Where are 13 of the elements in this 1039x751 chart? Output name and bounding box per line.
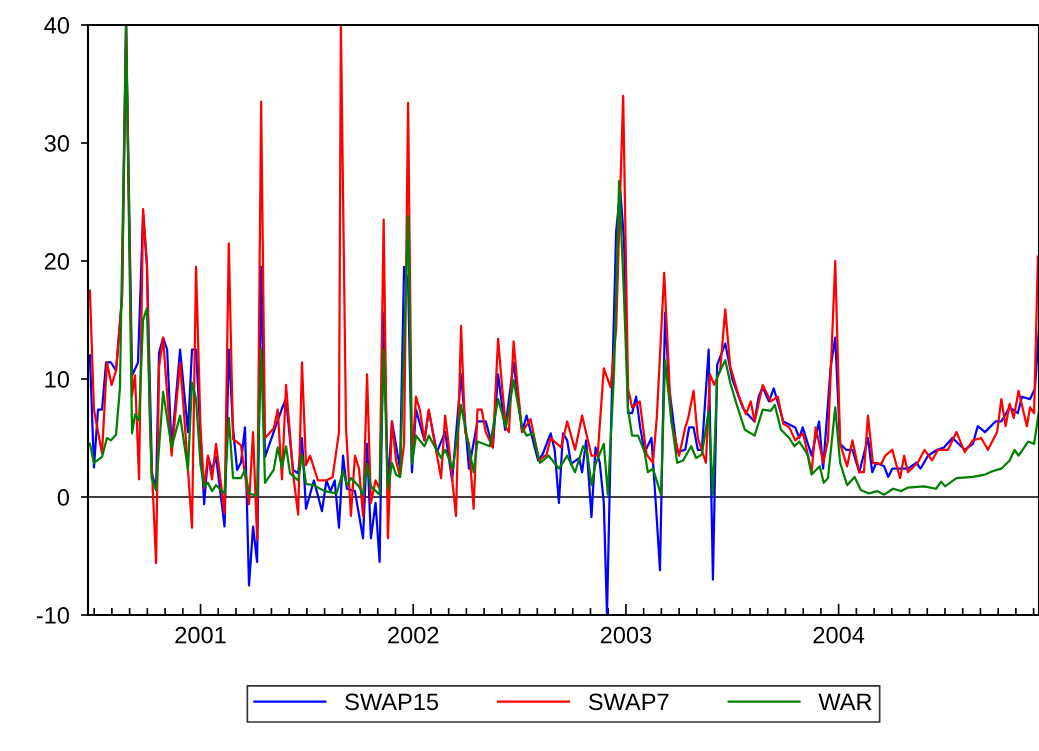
y-tick-label: -10 [36, 607, 70, 624]
legend-label: WAR [818, 693, 872, 710]
x-tick-label: 2003 [600, 626, 652, 644]
legend-label: SWAP7 [588, 693, 669, 711]
x-tick-label: 2001 [175, 626, 226, 644]
y-tick-label: 20 [44, 253, 70, 270]
y-tick-label: 40 [44, 17, 70, 34]
x-tick-label: 2002 [388, 626, 439, 644]
y-tick-label: 10 [45, 371, 70, 388]
y-tick-label: 0 [57, 489, 70, 506]
y-tick-label: 30 [44, 135, 70, 152]
x-tick-label: 2004 [813, 626, 865, 644]
legend-label: SWAP15 [345, 693, 439, 711]
